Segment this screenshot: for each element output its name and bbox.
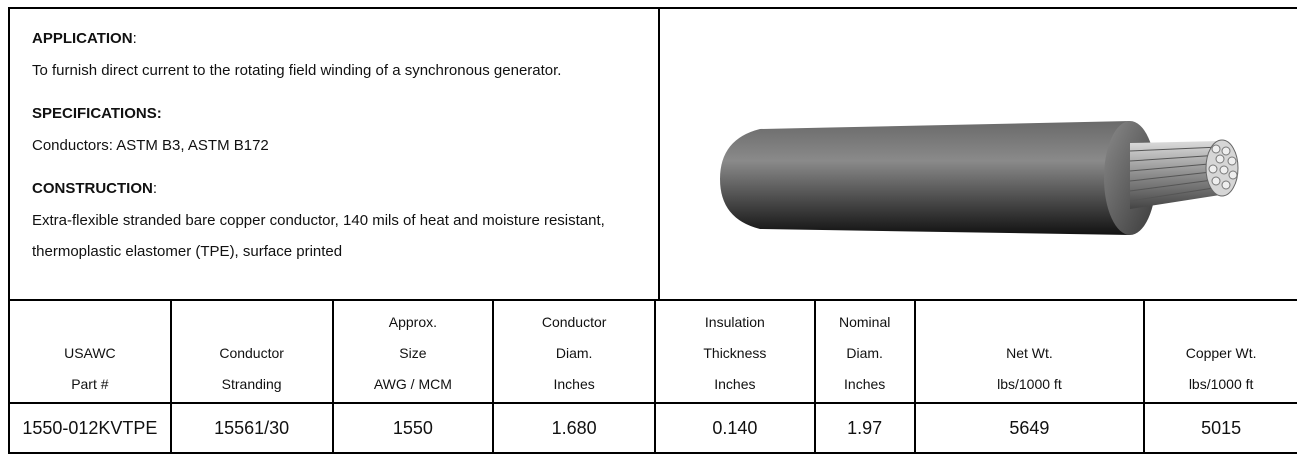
data-cell: 5649 xyxy=(916,404,1146,454)
cable-illustration xyxy=(660,9,1297,301)
header-text: Diam. xyxy=(494,338,654,369)
header-text: Size xyxy=(334,338,493,369)
header-text: Insulation xyxy=(656,307,814,338)
header-text: Approx. xyxy=(334,307,493,338)
header-text: USAWC xyxy=(10,338,170,369)
header-text: Net Wt. xyxy=(916,338,1144,369)
header-text: Nominal xyxy=(816,307,914,338)
header-text: lbs/1000 ft xyxy=(916,369,1144,400)
header-cell: Copper Wt.lbs/1000 ft xyxy=(1145,301,1297,404)
data-cell: 1.97 xyxy=(816,404,916,454)
header-text: Copper Wt. xyxy=(1145,338,1297,369)
jacket xyxy=(720,121,1130,235)
section-heading-line: CONSTRUCTION: xyxy=(32,173,658,205)
section-heading-line: SPECIFICATIONS: xyxy=(32,98,658,130)
header-text: Conductor xyxy=(494,307,654,338)
header-text: Stranding xyxy=(172,369,332,400)
data-cell: 1550 xyxy=(334,404,495,454)
heading-suffix: : xyxy=(153,180,157,197)
header-text: Inches xyxy=(656,369,814,400)
section-text: Extra-flexible stranded bare copper cond… xyxy=(32,205,632,268)
data-cell: 15561/30 xyxy=(172,404,334,454)
section-text: Conductors: ASTM B3, ASTM B172 xyxy=(32,130,632,162)
section-heading: CONSTRUCTION xyxy=(32,180,153,197)
section-text: To furnish direct current to the rotatin… xyxy=(32,55,632,87)
header-cell: Net Wt.lbs/1000 ft xyxy=(916,301,1146,404)
description: APPLICATION:To furnish direct current to… xyxy=(10,9,660,301)
header-text: Thickness xyxy=(656,338,814,369)
data-cell: 1550-012KVTPE xyxy=(10,404,172,454)
header-text: Conductor xyxy=(172,338,332,369)
header-text: lbs/1000 ft xyxy=(1145,369,1297,400)
section-heading: SPECIFICATIONS: xyxy=(32,105,162,122)
section-heading: APPLICATION xyxy=(32,30,133,47)
data-cell: 0.140 xyxy=(656,404,816,454)
section-heading-line: APPLICATION: xyxy=(32,23,658,55)
header-text: Inches xyxy=(816,369,914,400)
header-text: Part # xyxy=(10,369,170,400)
header-text: AWG / MCM xyxy=(334,369,493,400)
top-section: APPLICATION:To furnish direct current to… xyxy=(8,7,1297,299)
page: APPLICATION:To furnish direct current to… xyxy=(0,0,1297,455)
cable-image xyxy=(660,9,1297,301)
header-text: Diam. xyxy=(816,338,914,369)
heading-suffix: : xyxy=(133,30,137,47)
data-cell: 1.680 xyxy=(494,404,656,454)
header-text: Inches xyxy=(494,369,654,400)
data-cell: 5015 xyxy=(1145,404,1297,454)
